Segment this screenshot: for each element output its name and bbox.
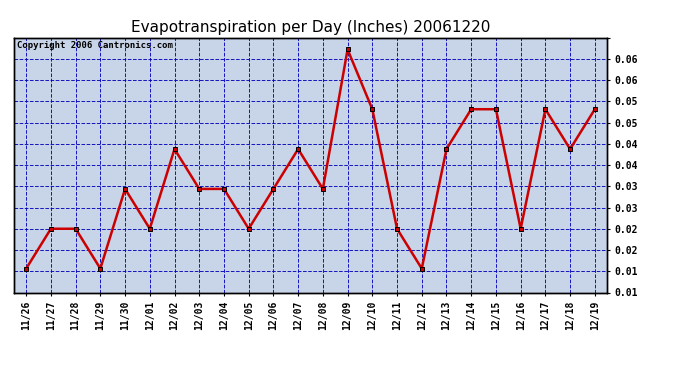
- Title: Evapotranspiration per Day (Inches) 20061220: Evapotranspiration per Day (Inches) 2006…: [131, 20, 490, 35]
- Text: Copyright 2006 Cantronics.com: Copyright 2006 Cantronics.com: [17, 41, 172, 50]
